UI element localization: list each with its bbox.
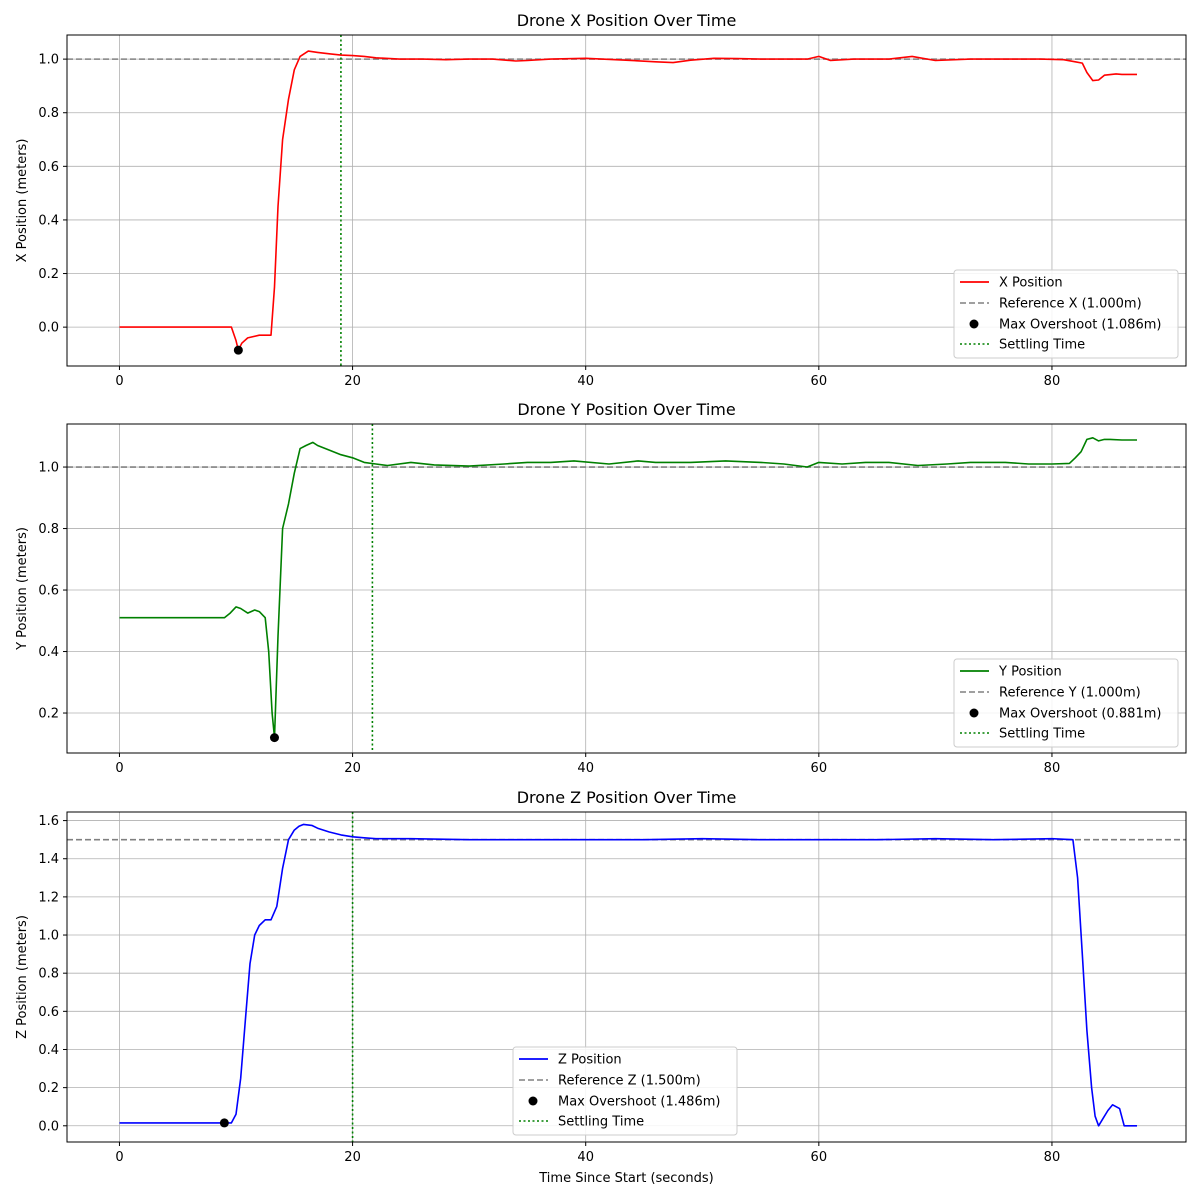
legend-handle-overshoot <box>528 1096 538 1106</box>
y-tick-label: 0.8 <box>38 106 59 121</box>
x-tick-label: 0 <box>115 374 123 389</box>
y-tick-label: 1.0 <box>38 53 59 68</box>
y-axis-label: Z Position (meters) <box>15 915 30 1039</box>
max-overshoot-marker <box>233 345 243 355</box>
y-tick-label: 0.4 <box>38 213 59 228</box>
legend-entry: Settling Time <box>999 727 1085 742</box>
axes-frame <box>66 811 1187 1143</box>
legend-entry: Settling Time <box>558 1115 644 1130</box>
legend: Z Position Reference Z (1.500m) Max Oversh… <box>512 1046 738 1136</box>
legend-entry: Z Position <box>558 1053 622 1068</box>
y-tick-label: 0.6 <box>38 160 59 175</box>
x-tick-label: 20 <box>344 761 361 776</box>
x-tick-label: 80 <box>1044 374 1061 389</box>
x-tick-label: 80 <box>1044 761 1061 776</box>
y-tick-label: 0.8 <box>38 522 59 537</box>
chart-title: Drone X Position Over Time <box>517 11 737 30</box>
x-tick-label: 20 <box>344 1150 361 1165</box>
max-overshoot-marker <box>219 1118 229 1128</box>
y-tick-label: 0.2 <box>38 1081 59 1096</box>
legend-entry: Max Overshoot (1.086m) <box>999 318 1161 333</box>
series-line-z-position <box>119 823 1137 1127</box>
legend-entry: X Position <box>999 276 1063 291</box>
legend-entry: Settling Time <box>999 338 1085 353</box>
legend-entry: Y Position <box>998 665 1062 680</box>
legend-handle-overshoot <box>969 708 979 718</box>
axes-frame <box>66 34 1187 367</box>
legend: X Position Reference X (1.000m) Max Oversh… <box>953 269 1179 359</box>
legend: Y Position Reference Y (1.000m) Max Oversh… <box>953 658 1179 748</box>
y-tick-label: 1.6 <box>38 814 59 829</box>
series-line-x-position <box>119 50 1137 352</box>
x-tick-label: 0 <box>115 761 123 776</box>
chart-title: Drone Y Position Over Time <box>517 400 735 419</box>
legend-box <box>953 658 1179 748</box>
legend-entry: Reference Y (1.000m) <box>999 686 1141 701</box>
x-tick-label: 60 <box>811 1150 828 1165</box>
y-tick-label: 0.8 <box>38 967 59 982</box>
legend-entry: Reference X (1.000m) <box>999 297 1142 312</box>
y-tick-label: 1.2 <box>38 890 59 905</box>
y-tick-label: 0.2 <box>38 267 59 282</box>
y-tick-label: 1.4 <box>38 852 59 867</box>
x-tick-label: 60 <box>811 374 828 389</box>
y-axis-label: X Position (meters) <box>15 139 30 263</box>
x-tick-label: 40 <box>577 1150 594 1165</box>
x-axis-label: Time Since Start (seconds) <box>538 1171 714 1186</box>
legend-entry: Max Overshoot (1.486m) <box>558 1095 720 1110</box>
legend-entry: Reference Z (1.500m) <box>558 1074 701 1089</box>
series-line-y-position <box>119 436 1137 739</box>
y-tick-label: 1.0 <box>38 929 59 944</box>
x-tick-label: 80 <box>1044 1150 1061 1165</box>
y-tick-label: 0.2 <box>38 707 59 722</box>
x-tick-label: 40 <box>577 374 594 389</box>
legend-handle-overshoot <box>969 319 979 329</box>
y-tick-label: 0.4 <box>38 645 59 660</box>
chart-title: Drone Z Position Over Time <box>517 788 737 807</box>
x-tick-label: 40 <box>577 761 594 776</box>
y-tick-label: 0.6 <box>38 1005 59 1020</box>
y-tick-label: 1.0 <box>38 461 59 476</box>
legend-box <box>953 269 1179 359</box>
y-axis-label: Y Position (meters) <box>15 527 30 651</box>
chart-panel-0: 0 20 40 60 80 0.0 0.2 0.4 0.6 0.8 1.0 Drone X Posit… <box>15 11 1187 389</box>
y-tick-label: 0.0 <box>38 321 59 336</box>
legend-entry: Max Overshoot (0.881m) <box>999 707 1161 722</box>
axes-frame <box>66 423 1187 754</box>
y-tick-label: 0.0 <box>38 1119 59 1134</box>
max-overshoot-marker <box>269 733 279 743</box>
x-tick-label: 20 <box>344 374 361 389</box>
y-tick-label: 0.6 <box>38 584 59 599</box>
y-tick-label: 0.4 <box>38 1043 59 1058</box>
x-tick-label: 0 <box>115 1150 123 1165</box>
legend-box <box>512 1046 738 1136</box>
chart-panel-1: 0 20 40 60 80 0.2 0.4 0.6 0.8 1.0 Drone Y Position… <box>15 400 1187 776</box>
chart-panel-2: 0 20 40 60 80 0.0 0.2 0.4 0.6 0.8 1.0 1.2 1.4 1.6 Dron… <box>15 788 1187 1186</box>
x-tick-label: 60 <box>811 761 828 776</box>
